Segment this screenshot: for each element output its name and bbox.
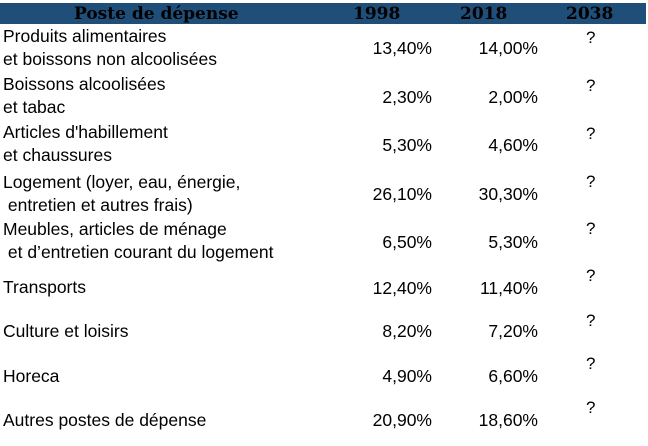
- value-2018: 18,60%: [478, 410, 538, 430]
- value-1998: 8,20%: [382, 321, 432, 341]
- row-label-line: Horeca: [3, 366, 60, 386]
- row-label-line: Meubles, articles de ménage: [3, 219, 227, 239]
- row-label-line: et d’entretien courant du logement: [3, 242, 274, 262]
- value-2018: 14,00%: [478, 38, 538, 58]
- table-row: Meubles, articles de ménage et d’entreti…: [0, 218, 648, 264]
- row-label-line: Boissons alcoolisées: [3, 74, 166, 94]
- table-row: Boissons alcoolisées et tabac 2,30% 2,00…: [0, 73, 648, 119]
- value-2038: ?: [586, 354, 596, 373]
- table-row: Autres postes de dépense 20,90% 18,60% ?: [0, 398, 648, 444]
- value-2038: ?: [586, 172, 596, 191]
- row-label-line: Articles d'habillement: [3, 122, 168, 142]
- row-label: Logement (loyer, eau, énergie, entretien…: [3, 171, 240, 217]
- row-label: Autres postes de dépense: [3, 409, 206, 432]
- header-2018: 2018: [460, 4, 508, 24]
- table-header: Poste de dépense 1998 2018 2038: [0, 3, 646, 24]
- row-label: Boissons alcoolisées et tabac: [3, 73, 165, 119]
- row-label: Horeca: [3, 365, 59, 388]
- row-label: Articles d'habillement et chaussures: [3, 121, 168, 167]
- value-2038: ?: [586, 124, 596, 143]
- value-2018: 4,60%: [488, 135, 538, 155]
- row-label: Culture et loisirs: [3, 320, 128, 343]
- row-label-line: Produits alimentaires: [3, 26, 167, 46]
- value-1998: 12,40%: [372, 278, 432, 298]
- row-label-line: et tabac: [3, 97, 66, 117]
- value-2018: 30,30%: [478, 184, 538, 204]
- row-label-line: Logement (loyer, eau, énergie,: [3, 172, 241, 192]
- row-label-line: entretien et autres frais): [3, 195, 193, 215]
- value-2038: ?: [586, 398, 596, 417]
- row-label: Meubles, articles de ménage et d’entreti…: [3, 218, 273, 264]
- value-2018: 11,40%: [479, 278, 538, 298]
- row-label-line: et chaussures: [3, 145, 112, 165]
- table-row: Culture et loisirs 8,20% 7,20% ?: [0, 310, 648, 354]
- value-2018: 2,00%: [488, 87, 538, 107]
- table-row: Produits alimentaires et boissons non al…: [0, 25, 648, 71]
- value-2038: ?: [586, 76, 596, 95]
- value-2018: 5,30%: [488, 232, 538, 252]
- table-row: Articles d'habillement et chaussures 5,3…: [0, 121, 648, 167]
- table-row: Horeca 4,90% 6,60% ?: [0, 354, 648, 398]
- row-label-line: Autres postes de dépense: [3, 410, 207, 430]
- value-2038: ?: [586, 28, 596, 47]
- value-1998: 6,50%: [382, 232, 432, 252]
- row-label: Transports: [3, 276, 86, 299]
- value-2018: 7,20%: [488, 321, 538, 341]
- value-1998: 2,30%: [382, 87, 432, 107]
- table-row: Logement (loyer, eau, énergie, entretien…: [0, 171, 648, 217]
- table-row: Transports 12,40% 11,40% ?: [0, 265, 648, 309]
- value-1998: 13,40%: [372, 38, 432, 58]
- value-2038: ?: [586, 266, 596, 285]
- header-poste: Poste de dépense: [74, 4, 239, 24]
- row-label-line: Transports: [3, 277, 86, 297]
- value-2038: ?: [586, 219, 596, 238]
- value-2018: 6,60%: [488, 366, 538, 386]
- value-1998: 5,30%: [382, 135, 432, 155]
- row-label-line: et boissons non alcoolisées: [3, 49, 218, 69]
- value-2038: ?: [586, 311, 596, 330]
- value-1998: 20,90%: [372, 410, 432, 430]
- value-1998: 4,90%: [382, 366, 432, 386]
- row-label: Produits alimentaires et boissons non al…: [3, 25, 217, 71]
- header-2038: 2038: [566, 4, 614, 24]
- header-1998: 1998: [353, 4, 401, 24]
- value-1998: 26,10%: [372, 184, 432, 204]
- row-label-line: Culture et loisirs: [3, 321, 129, 341]
